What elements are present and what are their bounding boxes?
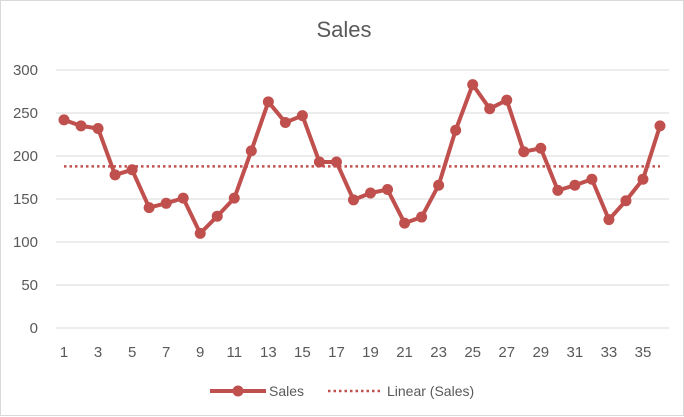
y-axis-labels: 0 50 100 150 200 250 300 [13,62,38,337]
x-tick-label: 7 [162,344,170,361]
data-point [552,184,564,196]
x-tick-label: 33 [601,344,618,361]
y-tick-label: 250 [13,105,38,122]
y-tick-label: 100 [13,234,38,251]
data-point [109,169,121,181]
x-tick-label: 31 [567,344,584,361]
data-point [228,192,240,204]
data-point [75,120,87,132]
data-point [92,122,104,134]
series-layer [58,79,666,239]
data-point [126,164,138,176]
x-tick-label: 11 [226,344,242,361]
data-point [382,184,394,196]
data-point [279,116,291,128]
x-tick-label: 13 [260,344,277,361]
chart-title: Sales [316,17,371,42]
y-tick-label: 50 [21,277,38,294]
x-tick-label: 21 [396,344,413,361]
x-tick-label: 35 [635,344,652,361]
gridlines [56,69,669,329]
x-tick-label: 9 [196,344,204,361]
data-point [399,217,411,229]
x-tick-label: 5 [128,344,136,361]
data-point [160,197,172,209]
x-tick-label: 25 [464,344,481,361]
data-point [586,173,598,185]
data-point [347,194,359,206]
data-point [330,156,342,168]
data-point [365,187,377,199]
x-tick-label: 23 [430,344,447,361]
data-point [211,210,223,222]
data-point [569,179,581,191]
legend-marker-sales [232,385,244,397]
data-point [143,202,155,214]
data-point [620,195,632,207]
data-point [296,110,308,122]
data-point [194,227,206,239]
x-tick-label: 3 [94,344,102,361]
data-point [467,79,479,91]
x-tick-label: 19 [362,344,379,361]
data-point [433,179,445,191]
data-point [245,145,257,157]
data-point [416,211,428,223]
y-tick-label: 0 [30,320,38,337]
x-tick-label: 15 [294,344,311,361]
x-tick-label: 27 [498,344,515,361]
data-point [313,156,325,168]
legend-label-sales: Sales [269,383,304,399]
y-tick-label: 150 [13,191,38,208]
x-tick-label: 1 [60,344,68,361]
data-point [262,96,274,108]
data-point [637,173,649,185]
data-point [501,94,513,106]
x-axis-labels: 1 3 5 7 9 11 13 15 17 19 21 23 25 27 29 31 33 35 [60,344,651,361]
legend: Sales Linear (Sales) [210,383,474,399]
x-tick-label: 29 [532,344,549,361]
data-point [177,192,189,204]
data-point [518,146,530,158]
y-tick-label: 300 [13,62,38,79]
x-tick-label: 17 [328,344,345,361]
data-point [450,124,462,136]
data-point [603,214,615,226]
legend-label-trend: Linear (Sales) [387,383,474,399]
series-line-sales [62,82,662,236]
data-point [484,103,496,115]
data-point [535,142,547,154]
data-point [654,120,666,132]
data-point [58,114,70,126]
y-tick-label: 200 [13,148,38,165]
